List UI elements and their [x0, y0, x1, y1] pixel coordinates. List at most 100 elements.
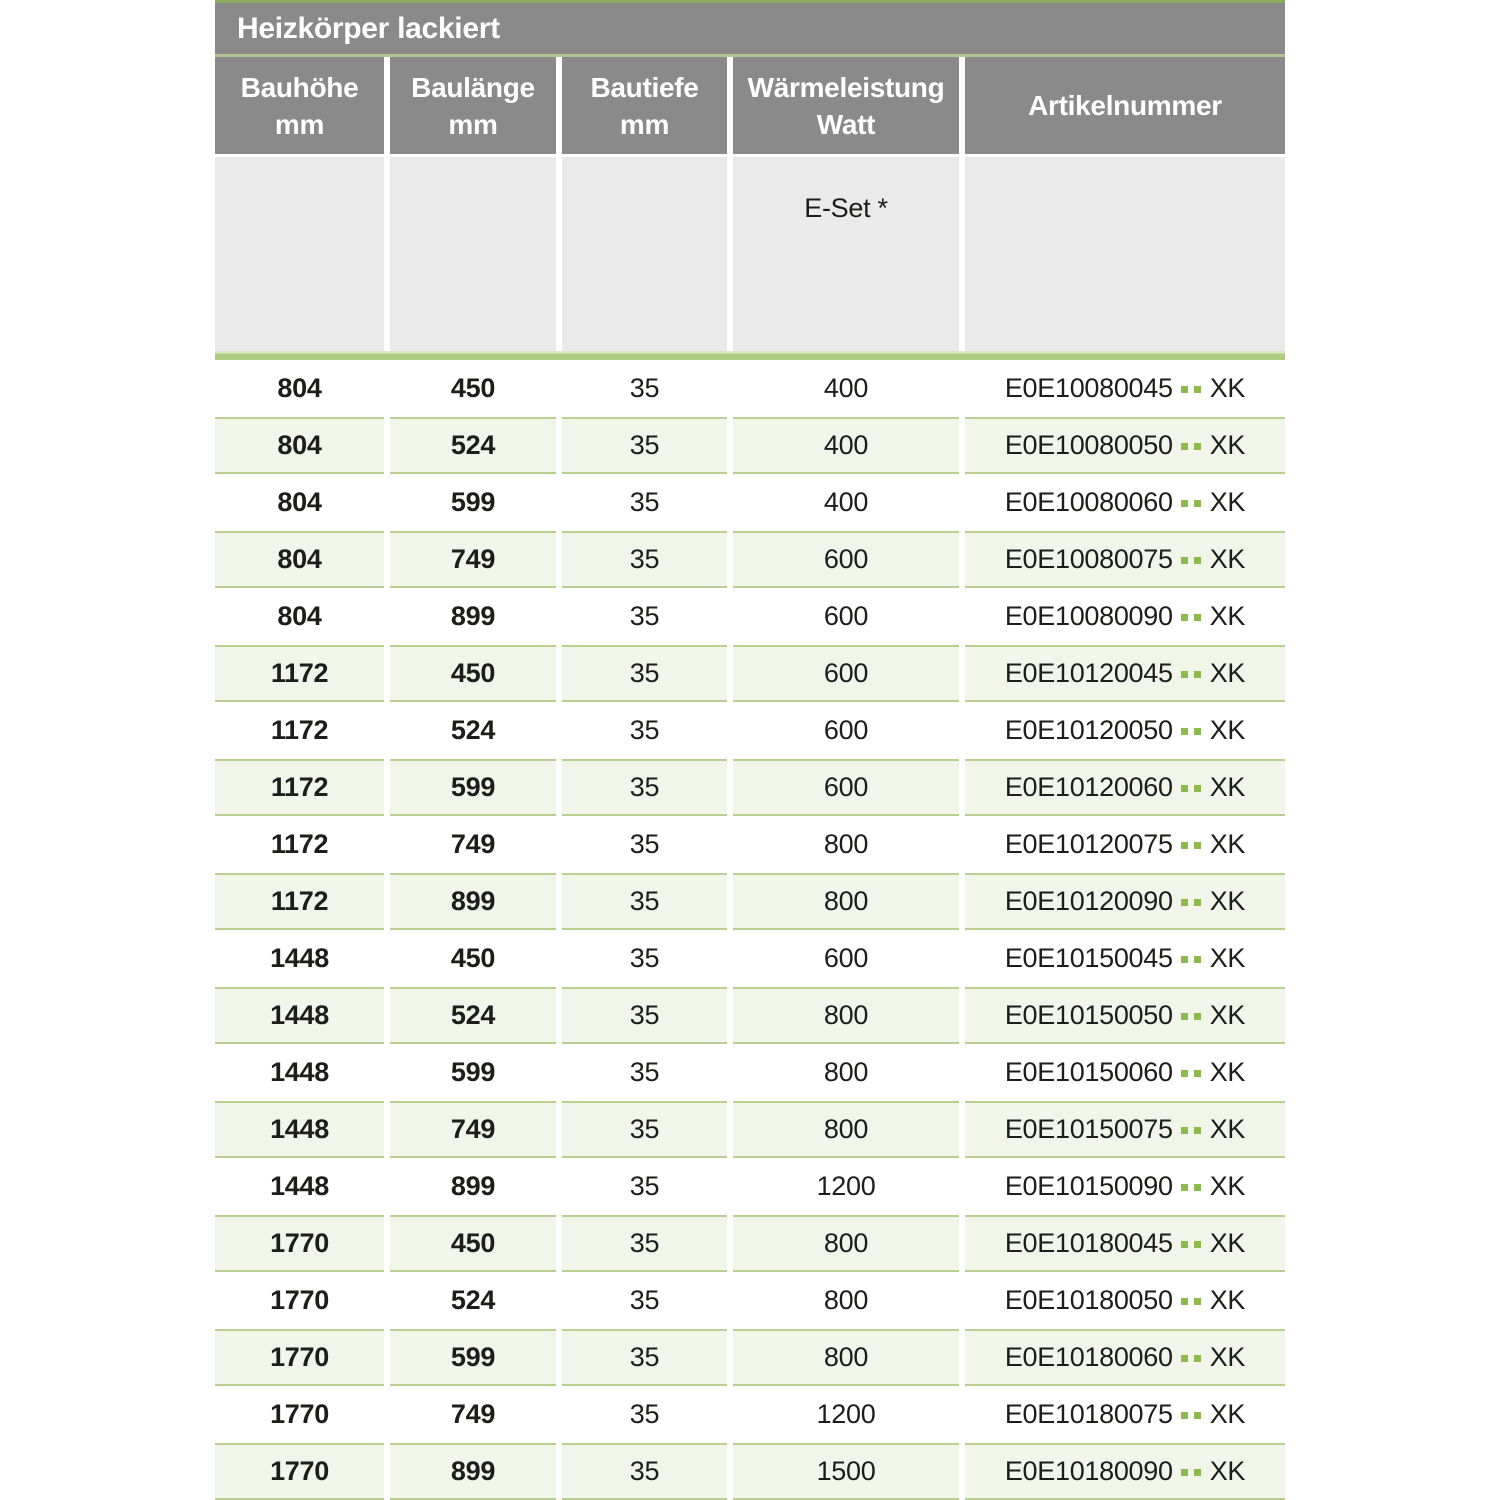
cell-baulaenge: 450 — [390, 645, 556, 702]
cell-bauhoehe: 1448 — [270, 1171, 329, 1201]
artikel-dots-icon — [1180, 612, 1201, 621]
subheader-cell-eset: E-Set * — [733, 157, 959, 351]
artikel-dots-icon — [1180, 1182, 1201, 1191]
cell-artikelnummer: E0E10080050 XK — [965, 417, 1285, 474]
table-row: 1448 524 35 800 E0E10150050 XK — [215, 987, 1285, 1044]
green-dot — [1193, 899, 1201, 906]
green-dot — [1193, 1469, 1201, 1476]
cell-bauhoehe: 1172 — [215, 873, 384, 930]
table-row: 1770 524 35 800 E0E10180050 XK — [215, 1272, 1285, 1329]
artikel-suffix: XK — [1209, 943, 1246, 973]
cell-bautiefe: 35 — [629, 601, 660, 631]
cell-waermeleistung: 1500 — [733, 1443, 959, 1500]
artikel-suffix: XK — [1209, 772, 1246, 802]
green-dot — [1193, 1070, 1201, 1077]
green-dot — [1193, 557, 1201, 564]
artikel-dots-icon — [1180, 1467, 1201, 1476]
table-row: 804 749 35 600 E0E10080075 XK — [215, 531, 1285, 588]
green-dot — [1193, 785, 1201, 792]
artikel-dots-icon — [1180, 384, 1201, 393]
green-dot — [1180, 1070, 1188, 1077]
artikel-prefix: E0E10180075 — [1004, 1399, 1173, 1429]
cell-waermeleistung: 800 — [823, 1057, 869, 1087]
artikel-suffix: XK — [1209, 1114, 1246, 1144]
cell-waermeleistung: 800 — [733, 1101, 959, 1158]
subheader-row: E-Set * — [215, 157, 1285, 351]
artikel-prefix: E0E10120075 — [1004, 829, 1173, 859]
cell-artikelnummer: E0E10080075 XK — [965, 531, 1285, 588]
table-row: 1172 749 35 800 E0E10120075 XK — [215, 816, 1285, 873]
green-dot — [1193, 1412, 1201, 1419]
cell-artikelnummer: E0E10080090 XK — [965, 588, 1285, 645]
subheader-cell — [215, 157, 384, 351]
artikel-dots-icon — [1180, 954, 1201, 963]
cell-bauhoehe: 1172 — [215, 759, 384, 816]
artikel-dots-icon — [1180, 1353, 1201, 1362]
cell-waermeleistung: 600 — [733, 759, 959, 816]
artikel-suffix: XK — [1209, 1456, 1246, 1486]
artikel-prefix: E0E10180060 — [1004, 1342, 1173, 1372]
artikel-prefix: E0E10150050 — [1004, 1000, 1173, 1030]
cell-artikelnummer: E0E10120050 XK — [965, 702, 1285, 759]
cell-waermeleistung: 1200 — [816, 1399, 876, 1429]
cell-baulaenge: 450 — [450, 943, 496, 973]
artikel-dots-icon — [1180, 669, 1201, 678]
table-body: 804 450 35 400 E0E10080045 XK 804 524 35… — [215, 360, 1285, 1500]
green-dot — [1193, 386, 1201, 393]
green-dot — [1193, 443, 1201, 450]
artikel-prefix: E0E10180045 — [1004, 1228, 1173, 1258]
cell-artikelnummer: E0E10180090 XK — [965, 1443, 1285, 1500]
table-row: 804 599 35 400 E0E10080060 XK — [215, 474, 1285, 531]
cell-artikelnummer: E0E10180075 XK — [965, 1386, 1285, 1443]
cell-artikelnummer: E0E10180060 XK — [965, 1329, 1285, 1386]
cell-artikelnummer: E0E10180045 XK — [965, 1215, 1285, 1272]
artikel-prefix: E0E10120090 — [1004, 886, 1173, 916]
green-dot — [1193, 1184, 1201, 1191]
green-dot — [1193, 614, 1201, 621]
green-dot — [1180, 956, 1188, 963]
cell-baulaenge: 524 — [390, 987, 556, 1044]
column-header-bauhoehe: Bauhöhe mm — [215, 57, 384, 154]
artikel-suffix: XK — [1209, 487, 1246, 517]
cell-baulaenge: 450 — [390, 1215, 556, 1272]
cell-bautiefe: 35 — [562, 1215, 727, 1272]
column-header-waermeleistung: Wärmeleistung Watt — [733, 57, 959, 154]
cell-artikelnummer: E0E10180050 XK — [965, 1272, 1285, 1329]
cell-bautiefe: 35 — [562, 987, 727, 1044]
green-dot — [1193, 500, 1201, 507]
cell-bautiefe: 35 — [629, 1399, 660, 1429]
column-unit: Watt — [816, 108, 876, 140]
cell-bauhoehe: 1172 — [270, 715, 329, 745]
cell-artikelnummer: E0E10150075 XK — [965, 1101, 1285, 1158]
artikel-dots-icon — [1180, 1125, 1201, 1134]
table-row: 1172 524 35 600 E0E10120050 XK — [215, 702, 1285, 759]
cell-baulaenge: 749 — [390, 1101, 556, 1158]
green-dot — [1180, 614, 1188, 621]
cell-bautiefe: 35 — [562, 417, 727, 474]
cell-bauhoehe: 804 — [277, 601, 322, 631]
product-table: Heizkörper lackiert Bauhöhe mm Baulänge … — [215, 0, 1285, 1500]
cell-waermeleistung: 400 — [823, 373, 869, 403]
cell-baulaenge: 899 — [450, 1171, 496, 1201]
cell-baulaenge: 599 — [390, 759, 556, 816]
cell-baulaenge: 749 — [450, 1399, 496, 1429]
table-row: 804 899 35 600 E0E10080090 XK — [215, 588, 1285, 645]
cell-artikelnummer: E0E10080060 XK — [965, 474, 1285, 531]
artikel-prefix: E0E10120045 — [1004, 658, 1173, 688]
cell-waermeleistung: 600 — [823, 943, 869, 973]
green-dot — [1180, 443, 1188, 450]
artikel-suffix: XK — [1209, 886, 1246, 916]
artikel-suffix: XK — [1209, 658, 1246, 688]
cell-waermeleistung: 600 — [823, 715, 869, 745]
artikel-suffix: XK — [1209, 544, 1246, 574]
cell-bautiefe: 35 — [629, 487, 660, 517]
cell-waermeleistung: 800 — [733, 1329, 959, 1386]
artikel-dots-icon — [1180, 1011, 1201, 1020]
artikel-suffix: XK — [1209, 1057, 1246, 1087]
green-dot — [1193, 1355, 1201, 1362]
table-title-bar: Heizkörper lackiert — [215, 3, 1285, 54]
subheader-cell — [390, 157, 556, 351]
artikel-suffix: XK — [1209, 601, 1246, 631]
artikel-dots-icon — [1180, 1296, 1201, 1305]
cell-artikelnummer: E0E10150060 XK — [965, 1044, 1285, 1101]
